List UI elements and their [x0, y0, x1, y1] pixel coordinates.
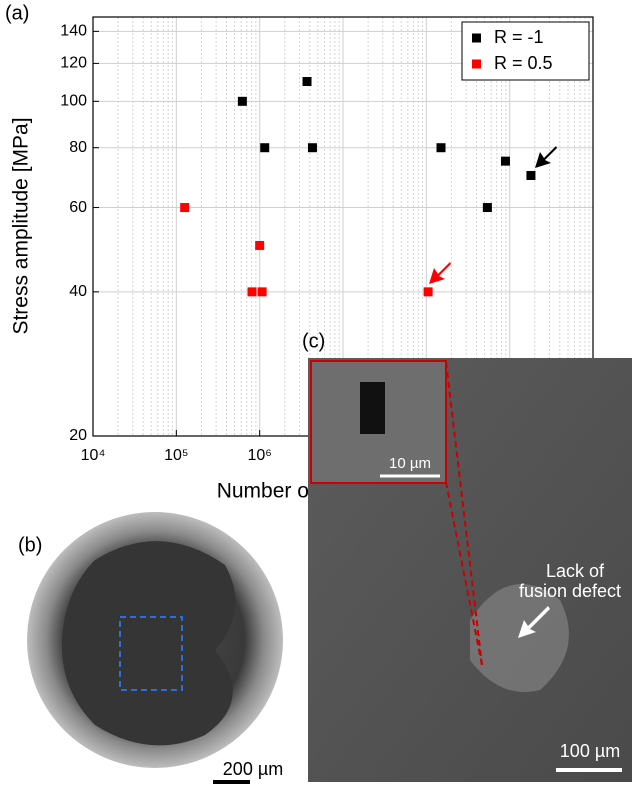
point	[436, 143, 446, 153]
point	[255, 240, 265, 250]
legend: R = -1 R = 0.5	[461, 21, 590, 81]
arrow	[518, 606, 550, 638]
legend-swatch	[472, 33, 481, 43]
point	[526, 170, 536, 180]
y-tick-label: 20	[69, 427, 87, 444]
y-tick-label: 100	[60, 93, 87, 110]
panel-label: (b)	[18, 534, 42, 556]
crack-region	[61, 541, 236, 746]
point	[180, 203, 190, 213]
legend-label: R = 0.5	[494, 53, 553, 73]
legend-label: R = -1	[494, 27, 544, 47]
arrow	[535, 146, 557, 168]
x-tick-label: 10⁴	[81, 447, 106, 464]
point	[257, 287, 267, 297]
scale-bar-label: 200 µm	[223, 759, 283, 779]
panel-label: (c)	[302, 330, 325, 352]
zoom-line	[445, 361, 483, 666]
region-box	[119, 616, 183, 691]
x-tick-label: 10⁵	[164, 447, 188, 464]
annotation: fusion defect	[519, 581, 621, 601]
point	[302, 76, 312, 86]
y-tick-label: 40	[69, 283, 87, 300]
y-tick-label: 60	[69, 199, 87, 216]
y-axis-label: Stress amplitude [MPa]	[10, 117, 33, 334]
point	[500, 156, 510, 166]
y-tick-label: 140	[60, 23, 87, 40]
arrow	[429, 262, 451, 284]
point	[482, 203, 492, 213]
x-tick-label: 10⁶	[247, 447, 271, 464]
legend-box	[461, 21, 590, 81]
zoom-line	[445, 481, 483, 666]
panel-label: (a)	[5, 2, 29, 24]
point	[307, 143, 317, 153]
annotation: Lack of	[546, 561, 605, 581]
point	[237, 96, 247, 106]
pore	[360, 382, 385, 434]
scale-bar-label: 100 µm	[560, 741, 620, 761]
point	[423, 287, 433, 297]
legend-swatch	[472, 59, 481, 69]
y-tick-label: 80	[69, 139, 87, 156]
y-tick-label: 120	[60, 55, 87, 72]
point	[247, 287, 257, 297]
point	[260, 143, 270, 153]
scale-bar-label: 10 µm	[389, 455, 431, 472]
